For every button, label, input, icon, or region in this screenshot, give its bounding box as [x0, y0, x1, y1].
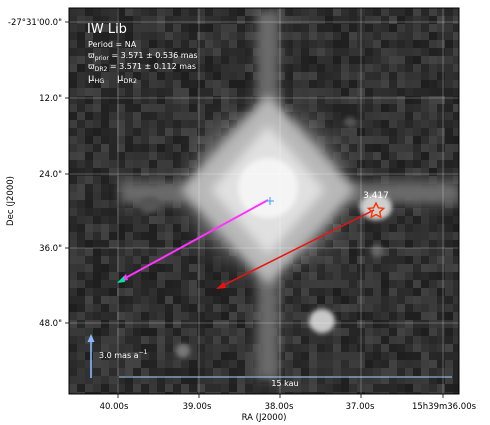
- x-axis-label: RA (J2000): [242, 413, 287, 423]
- parallax-prior-text: ϖprior = 3.571 ± 0.536 mas: [88, 51, 198, 62]
- chart-title: IW Lib: [87, 22, 127, 37]
- y-tick-label-36: 36.0": [39, 244, 62, 254]
- y-axis-label: Dec (J2000): [6, 176, 16, 226]
- sky-image: [69, 8, 459, 394]
- y-tick-label-12: 12.0": [39, 94, 62, 104]
- y-tick-label-48: 48.0": [39, 319, 62, 329]
- scale-bar-label: 15 kau: [271, 379, 298, 388]
- legend-dr2: μDR2: [117, 73, 137, 85]
- y-tick-label-24: 24.0": [39, 170, 62, 180]
- red-motion-arrow: [217, 209, 375, 289]
- x-axis: [117, 394, 444, 398]
- proper-motion-vectors: [117, 197, 375, 289]
- scale-arrow-label: 3.0 mas a−1: [99, 349, 148, 360]
- x-tick-label-38s: 38.00s: [265, 402, 294, 412]
- x-tick-label-37s: 37.00s: [346, 402, 375, 412]
- legend-hg: μHG: [88, 73, 104, 85]
- target-star-marker: [366, 201, 386, 219]
- dr2-motion-arrow: [119, 199, 269, 282]
- parallax-dr2-text: ϖDR2 = 3.571 ± 0.112 mas: [88, 62, 196, 73]
- y-axis: [65, 21, 69, 324]
- grid-lines: [69, 8, 459, 394]
- red-arrow-head: [216, 282, 226, 289]
- target-marker-label: 3.417: [363, 191, 389, 201]
- plot-frame: [68, 7, 460, 395]
- position-cross-marker: [266, 197, 274, 205]
- period-text: Period = NA: [88, 40, 137, 49]
- y-tick-label-00: -27°31'00.0": [8, 18, 62, 28]
- x-tick-label-36s: 15h39m36.00s: [412, 402, 477, 412]
- hg-arrow-head: [117, 276, 125, 283]
- x-tick-label-39s: 39.00s: [183, 402, 212, 412]
- scale-arrow: [87, 334, 95, 378]
- x-tick-label-40s: 40.00s: [100, 402, 129, 412]
